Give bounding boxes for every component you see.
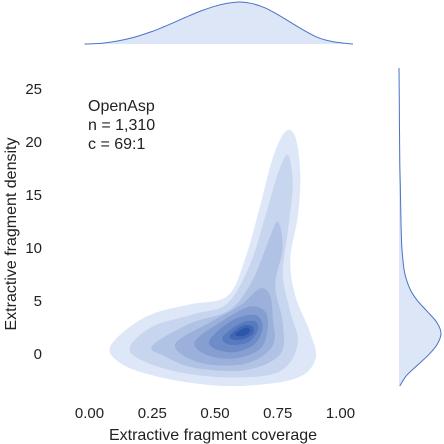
y-tick-label: 0 [34, 346, 42, 363]
right-marginal-density [398, 67, 442, 387]
x-tick-label: 0.25 [138, 405, 167, 422]
top-marginal-line [84, 1, 354, 45]
right-marginal-line [398, 67, 442, 387]
x-tick-label: 1.00 [326, 405, 355, 422]
x-tick-label: 0.50 [200, 405, 229, 422]
top-marginal-fill [84, 1, 353, 44]
kde-contour-layers [109, 129, 317, 387]
y-tick-label: 20 [25, 134, 42, 151]
y-tick-label: 15 [25, 187, 42, 204]
x-axis-label: Extractive fragment coverage [109, 427, 317, 444]
annotation-sample-count: n = 1,310 [88, 117, 155, 134]
y-tick-label: 10 [25, 240, 42, 257]
annotation-dataset-name: OpenAsp [88, 98, 155, 115]
y-tick-label: 5 [34, 293, 42, 310]
x-tick-labels: 0.00 0.25 0.50 0.75 1.00 [75, 405, 355, 422]
y-tick-label: 25 [25, 81, 42, 98]
y-axis-label: Extractive fragment density [3, 138, 20, 331]
x-tick-label: 0.00 [75, 405, 104, 422]
x-tick-label: 0.75 [263, 405, 292, 422]
top-marginal-density [84, 1, 354, 45]
right-marginal-fill [399, 68, 442, 386]
annotation-compression: c = 69:1 [88, 136, 145, 153]
y-tick-labels: 0 5 10 15 20 25 [25, 81, 42, 363]
kde-level-9 [234, 327, 251, 337]
